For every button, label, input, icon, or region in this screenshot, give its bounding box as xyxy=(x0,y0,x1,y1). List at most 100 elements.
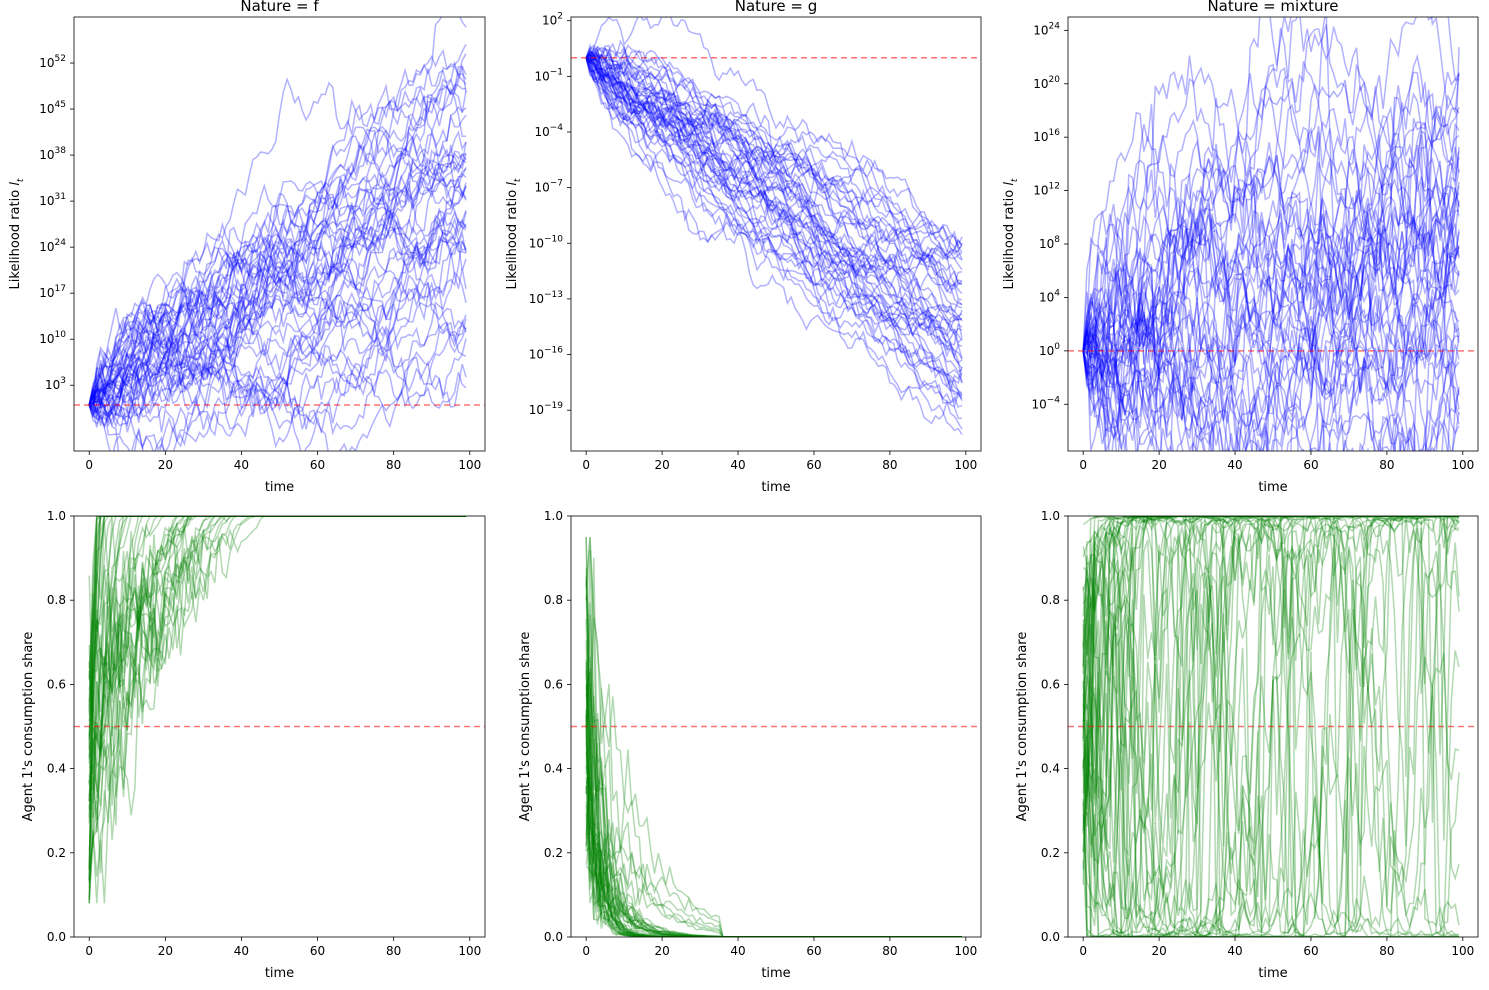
y-tick-label: 1031 xyxy=(39,192,66,208)
series-line-40 xyxy=(88,230,467,451)
series-line-16 xyxy=(88,516,466,738)
y-tick-label: 10−19 xyxy=(529,401,564,417)
series-line-29 xyxy=(1082,516,1459,937)
series-line-40 xyxy=(1082,229,1460,451)
x-tick-label: 100 xyxy=(1451,944,1474,958)
series-line-37 xyxy=(586,55,963,334)
series-line-32 xyxy=(1082,516,1459,937)
y-tick-label: 0.2 xyxy=(1041,846,1060,860)
series-line-46 xyxy=(585,53,963,295)
subplot-share_f: 0 20 40 60 80 100 0.0 0.2 0.4 0.6 0.8 1.0 time Agent … xyxy=(21,509,486,981)
y-tick-label: 10−4 xyxy=(534,123,563,139)
x-tick-label: 40 xyxy=(1227,944,1242,958)
series-line-45 xyxy=(585,536,962,937)
x-tick-label: 0 xyxy=(582,458,590,472)
y-tick-label: 10−4 xyxy=(1031,395,1060,411)
series-line-49 xyxy=(88,516,466,684)
y-tick-exponent: −10 xyxy=(544,234,563,244)
series-line-38 xyxy=(88,516,466,820)
series-line-39 xyxy=(1082,217,1460,401)
y-tick-exponent: 0 xyxy=(1054,342,1060,352)
series-line-5 xyxy=(88,516,466,778)
axes-frame xyxy=(73,515,486,938)
series-line-41 xyxy=(1082,516,1460,692)
series-line-4 xyxy=(89,129,467,406)
series-line-44 xyxy=(88,516,466,764)
series-line-38 xyxy=(585,688,962,937)
series-line-7 xyxy=(1082,125,1460,378)
series-line-49 xyxy=(1082,315,1460,451)
series-line-12 xyxy=(88,228,467,406)
series-line-31 xyxy=(585,684,962,937)
series-line-33 xyxy=(585,51,963,262)
series-line-49 xyxy=(585,57,963,392)
series-line-29 xyxy=(585,575,962,937)
x-tick-label: 20 xyxy=(654,944,669,958)
y-tick-base: 10 xyxy=(1033,184,1048,198)
series-line-28 xyxy=(88,17,467,428)
series-line-42 xyxy=(88,66,467,430)
y-tick-base: 10 xyxy=(1039,290,1054,304)
y-tick-label: 10−1 xyxy=(534,67,563,83)
y-tick-base: 10 xyxy=(534,181,549,195)
series-line-26 xyxy=(1082,203,1460,451)
series-line-35 xyxy=(1082,71,1460,410)
series-line-18 xyxy=(1082,186,1460,431)
series-group xyxy=(88,17,467,451)
series-line-30 xyxy=(1082,55,1460,357)
y-axis-label-var: l xyxy=(505,182,520,190)
series-line-19 xyxy=(585,536,962,937)
series-line-34 xyxy=(88,223,467,418)
series-line-9 xyxy=(88,327,467,451)
series-line-46 xyxy=(88,53,467,428)
series-line-46 xyxy=(88,516,466,819)
y-axis-label-subscript: t xyxy=(1010,178,1020,182)
y-tick-base: 10 xyxy=(39,102,54,116)
y-tick-exponent: 31 xyxy=(55,192,66,202)
series-line-12 xyxy=(88,516,466,742)
series-line-40 xyxy=(585,47,963,309)
x-tick-label: 100 xyxy=(458,944,481,958)
series-line-14 xyxy=(88,175,467,406)
series-line-6 xyxy=(1082,160,1460,451)
series-line-27 xyxy=(585,54,963,404)
series-line-41 xyxy=(88,516,466,818)
series-line-50 xyxy=(585,57,963,364)
series-line-25 xyxy=(88,210,467,451)
series-line-1 xyxy=(88,43,467,421)
series-line-5 xyxy=(585,53,963,291)
y-tick-base: 10 xyxy=(39,240,54,254)
series-line-42 xyxy=(1082,516,1460,937)
series-line-19 xyxy=(88,171,467,428)
series-line-29 xyxy=(88,312,467,415)
y-tick-base: 10 xyxy=(1033,130,1048,144)
series-line-2 xyxy=(1082,182,1460,451)
y-tick-label: 104 xyxy=(1039,288,1060,304)
series-line-22 xyxy=(585,750,962,937)
series-line-2 xyxy=(585,57,963,345)
series-line-28 xyxy=(585,715,962,937)
series-line-36 xyxy=(585,57,963,322)
series-line-12 xyxy=(1082,528,1460,937)
y-tick-base: 10 xyxy=(1033,23,1048,37)
series-line-42 xyxy=(585,48,963,253)
series-line-22 xyxy=(585,49,963,338)
series-line-2 xyxy=(89,318,467,437)
series-line-28 xyxy=(586,57,963,260)
x-tick-label: 20 xyxy=(1151,944,1166,958)
series-line-13 xyxy=(88,516,466,851)
series-line-3 xyxy=(1082,71,1460,391)
series-line-20 xyxy=(585,818,962,937)
series-line-6 xyxy=(585,659,962,937)
series-line-24 xyxy=(585,57,963,384)
y-axis-label-var: l xyxy=(8,182,23,190)
y-tick-base: 10 xyxy=(39,332,54,346)
y-tick-label: 0.4 xyxy=(544,762,563,776)
series-group xyxy=(88,516,466,904)
y-tick-exponent: 24 xyxy=(1049,21,1061,31)
series-line-33 xyxy=(585,602,962,937)
series-line-15 xyxy=(1082,516,1459,937)
subplot-share_mix: 0 20 40 60 80 100 0.0 0.2 0.4 0.6 0.8 1.0 time Agent … xyxy=(1015,509,1479,981)
series-line-47 xyxy=(1082,85,1460,394)
series-line-14 xyxy=(1082,64,1460,351)
